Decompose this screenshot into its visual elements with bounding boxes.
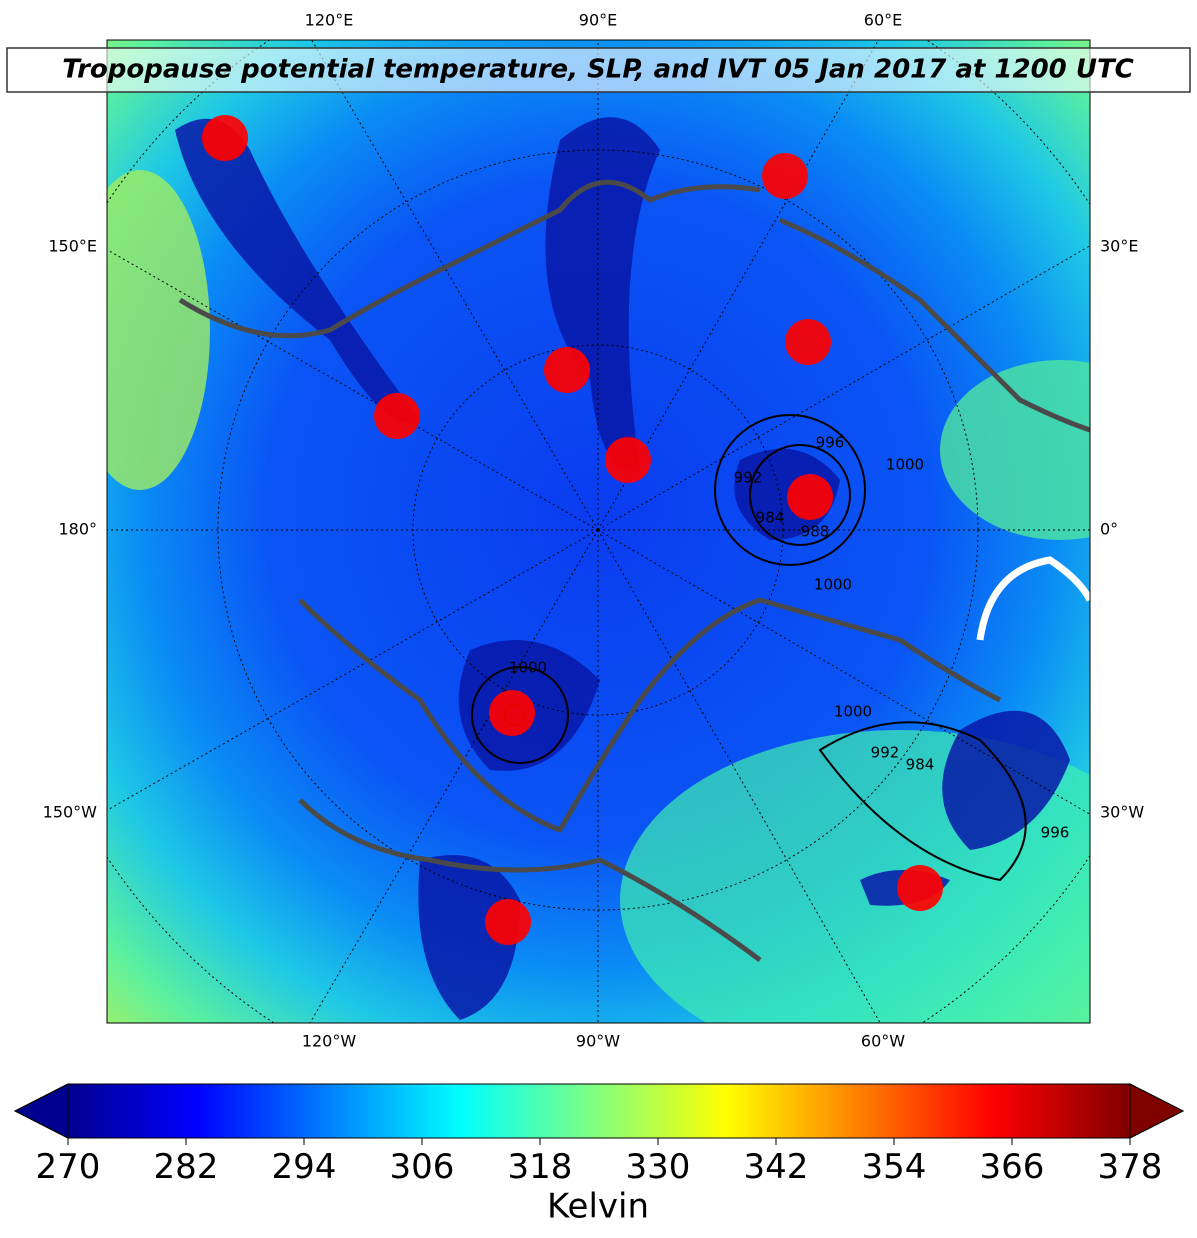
lon-label: 90°E [579, 11, 617, 30]
contour-label: 1000 [509, 659, 547, 677]
lon-label: 0° [1100, 520, 1118, 539]
contour-label: 984 [906, 756, 935, 774]
lon-label: 90°W [576, 1032, 620, 1051]
colorbar-tick-label: 306 [390, 1147, 455, 1187]
lon-label: 180° [58, 520, 97, 539]
colorbar-label: Kelvin [547, 1187, 649, 1227]
lon-label: 150°E [48, 237, 97, 256]
map-title: Tropopause potential temperature, SLP, a… [62, 55, 1134, 85]
lon-label: 120°W [302, 1032, 357, 1051]
colorbar-tick-label: 354 [862, 1147, 927, 1187]
colorbar-tick-label: 366 [980, 1147, 1045, 1187]
colorbar-tick-label: 294 [272, 1147, 337, 1187]
lon-label: 30°W [1100, 803, 1144, 822]
lon-label: 30°E [1100, 237, 1138, 256]
contour-label: 996 [1041, 824, 1070, 842]
map-area [107, 40, 1090, 1023]
contour-label: 1000 [886, 456, 924, 474]
colorbar-tick-label: 318 [508, 1147, 573, 1187]
colorbar-tick-label: 342 [744, 1147, 809, 1187]
colorbar-tick-label: 330 [626, 1147, 691, 1187]
contour-label: 1000 [834, 703, 872, 721]
lon-label: 60°E [864, 11, 902, 30]
contour-label: 988 [801, 523, 830, 541]
lon-label: 120°E [305, 11, 354, 30]
contour-label: 992 [734, 469, 763, 487]
contour-label: 996 [816, 434, 845, 452]
colorbar-tick-label: 378 [1098, 1147, 1163, 1187]
lon-label: 150°W [43, 803, 98, 822]
lon-label: 60°W [861, 1032, 905, 1051]
contour-label: 984 [756, 509, 785, 527]
colorbar-tick-label: 282 [154, 1147, 219, 1187]
colorbar [68, 1084, 1130, 1138]
contour-label: 992 [871, 744, 900, 762]
colorbar-tick-label: 270 [36, 1147, 101, 1187]
contour-label: 1000 [814, 576, 852, 594]
